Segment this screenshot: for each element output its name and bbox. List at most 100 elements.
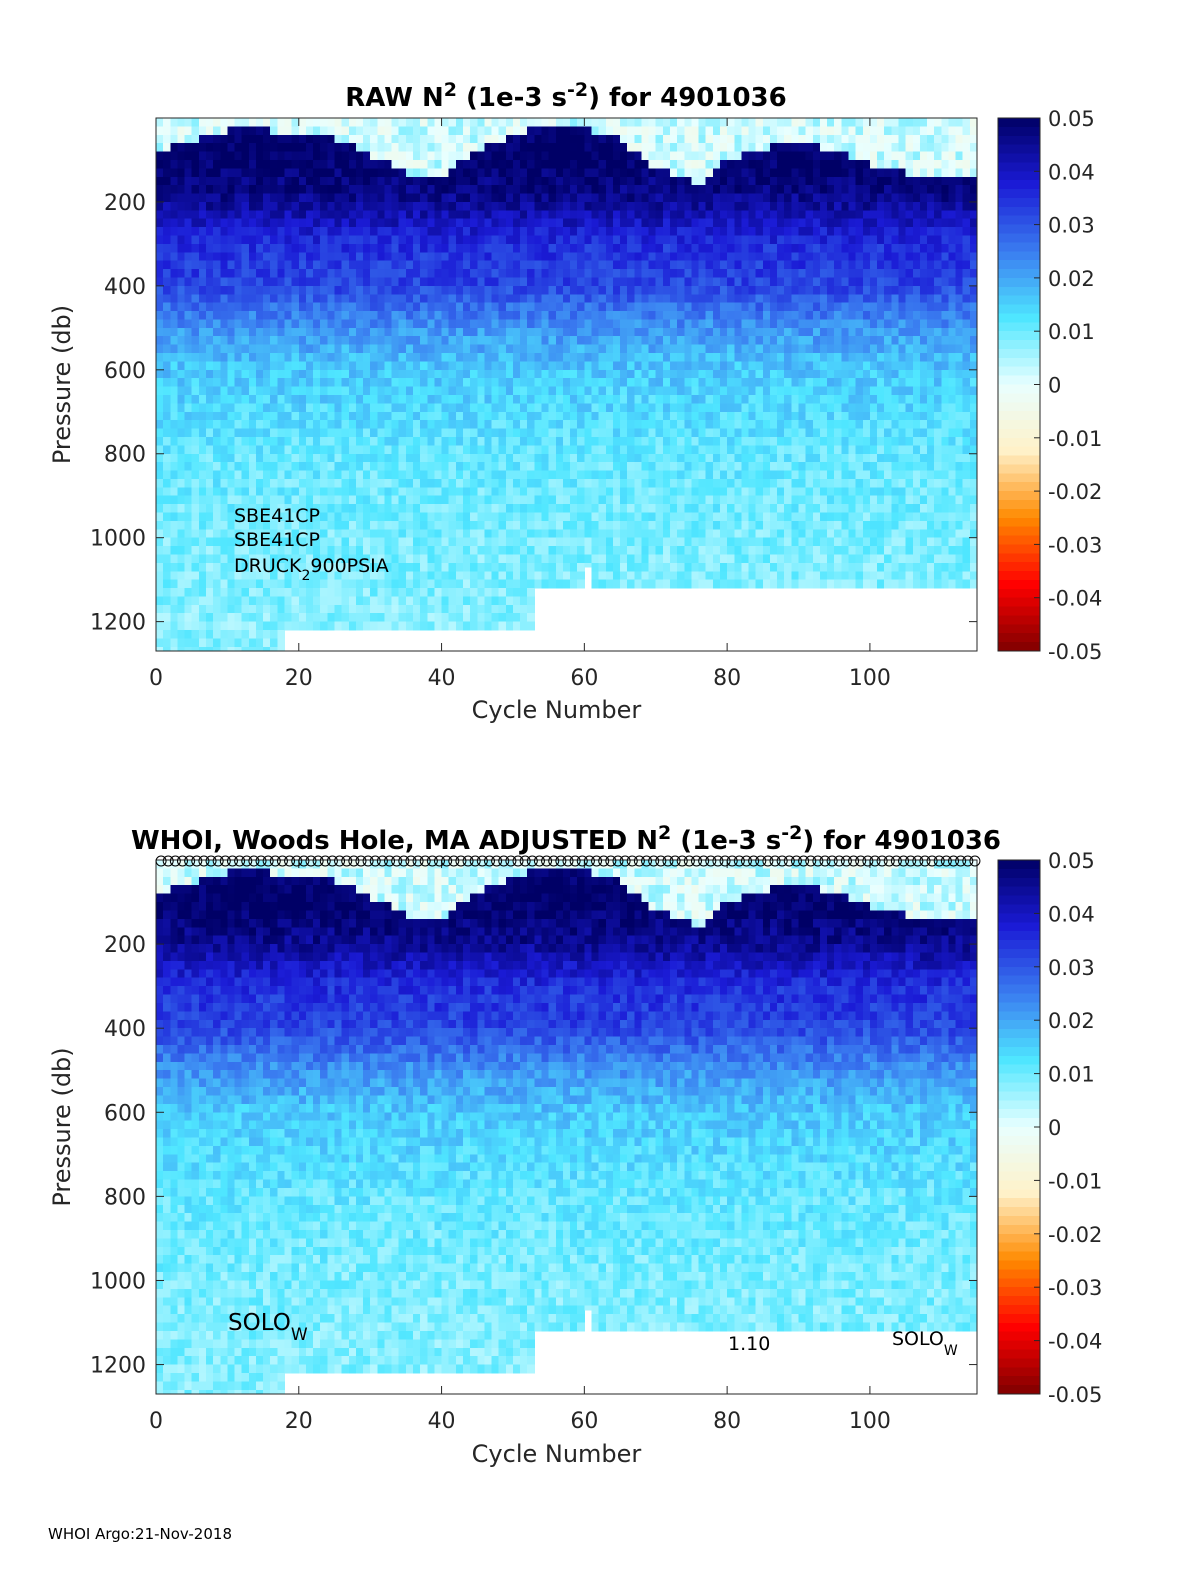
heatmap-cell: [712, 529, 721, 539]
heatmap-cell: [555, 201, 564, 211]
heatmap-cell: [534, 294, 543, 304]
heatmap-cell: [191, 176, 200, 186]
heatmap-cell: [213, 630, 221, 640]
heatmap-cell: [491, 336, 500, 346]
heatmap-cell: [305, 243, 314, 253]
heatmap-cell: [298, 344, 307, 354]
heatmap-cell: [641, 210, 650, 220]
heatmap-cell: [627, 453, 635, 463]
heatmap-cell: [712, 394, 721, 404]
heatmap-cell: [741, 436, 750, 446]
heatmap-cell: [698, 554, 707, 564]
heatmap-cell: [298, 353, 307, 363]
heatmap-cell: [555, 285, 564, 295]
heatmap-cell: [612, 529, 621, 539]
heatmap-cell: [405, 520, 414, 530]
heatmap-cell: [448, 596, 457, 606]
heatmap-cell: [605, 168, 614, 178]
heatmap-cell: [227, 394, 236, 404]
heatmap-cell: [320, 386, 328, 396]
heatmap-cell: [648, 126, 657, 136]
heatmap-cell: [620, 269, 628, 279]
heatmap-cell: [348, 520, 357, 530]
heatmap-cell: [527, 210, 535, 220]
heatmap-cell: [462, 218, 471, 228]
heatmap-cell: [548, 159, 557, 169]
heatmap-cell: [156, 294, 164, 304]
heatmap-cell: [520, 411, 528, 421]
heatmap-cell: [627, 118, 635, 127]
heatmap-cell: [205, 143, 214, 153]
heatmap-cell: [555, 487, 564, 497]
heatmap-cell: [691, 378, 700, 388]
heatmap-cell: [313, 554, 321, 564]
heatmap-cell: [341, 420, 350, 430]
heatmap-cell: [734, 159, 743, 169]
heatmap-cell: [234, 504, 243, 514]
heatmap-cell: [512, 546, 521, 556]
heatmap-cell: [413, 143, 421, 153]
heatmap-cell: [648, 210, 657, 220]
heatmap-cell: [584, 520, 593, 530]
heatmap-cell: [391, 302, 400, 312]
heatmap-cell: [355, 588, 364, 598]
heatmap-cell: [234, 336, 243, 346]
heatmap-cell: [662, 546, 671, 556]
heatmap-cell: [448, 176, 457, 186]
heatmap-cell: [198, 630, 207, 640]
heatmap-cell: [484, 277, 493, 287]
heatmap-cell: [534, 218, 543, 228]
heatmap-cell: [677, 294, 685, 304]
heatmap-cell: [377, 420, 386, 430]
heatmap-cell: [234, 361, 243, 371]
heatmap-cell: [555, 126, 564, 136]
heatmap-cell: [441, 462, 450, 472]
heatmap-cell: [441, 185, 450, 195]
heatmap-cell: [670, 243, 678, 253]
heatmap-cell: [727, 520, 735, 530]
heatmap-cell: [434, 571, 443, 581]
heatmap-cell: [298, 243, 307, 253]
heatmap-cell: [641, 386, 650, 396]
heatmap-cell: [205, 478, 214, 488]
heatmap-cell: [163, 478, 171, 488]
heatmap-cell: [177, 445, 186, 455]
heatmap-cell: [341, 143, 350, 153]
heatmap-cell: [712, 227, 721, 237]
heatmap-cell: [677, 546, 685, 556]
heatmap-cell: [670, 512, 678, 522]
heatmap-cell: [684, 403, 693, 413]
heatmap-cell: [384, 302, 393, 312]
heatmap-cell: [320, 218, 328, 228]
heatmap-cell: [363, 159, 371, 169]
heatmap-cell: [156, 394, 164, 404]
heatmap-cell: [548, 311, 557, 321]
heatmap-cell: [541, 210, 550, 220]
heatmap-cell: [591, 537, 600, 547]
heatmap-cell: [591, 168, 600, 178]
heatmap-cell: [198, 537, 207, 547]
heatmap-cell: [420, 470, 428, 480]
heatmap-cell: [320, 420, 328, 430]
heatmap-cell: [520, 235, 528, 245]
heatmap-cell: [448, 294, 457, 304]
heatmap-cell: [377, 378, 386, 388]
heatmap-cell: [534, 403, 543, 413]
heatmap-cell: [184, 260, 193, 270]
heatmap-cell: [634, 554, 643, 564]
heatmap-cell: [448, 546, 457, 556]
heatmap-cell: [477, 453, 485, 463]
heatmap-cell: [363, 327, 371, 337]
heatmap-cell: [662, 462, 671, 472]
heatmap-cell: [291, 394, 300, 404]
heatmap-cell: [441, 176, 450, 186]
heatmap-cell: [548, 243, 557, 253]
heatmap-cell: [520, 311, 528, 321]
heatmap-cell: [455, 604, 464, 614]
heatmap-cell: [641, 327, 650, 337]
heatmap-cell: [741, 520, 750, 530]
heatmap-cell: [241, 151, 250, 161]
heatmap-cell: [405, 487, 414, 497]
heatmap-cell: [655, 193, 664, 203]
heatmap-cell: [377, 487, 386, 497]
